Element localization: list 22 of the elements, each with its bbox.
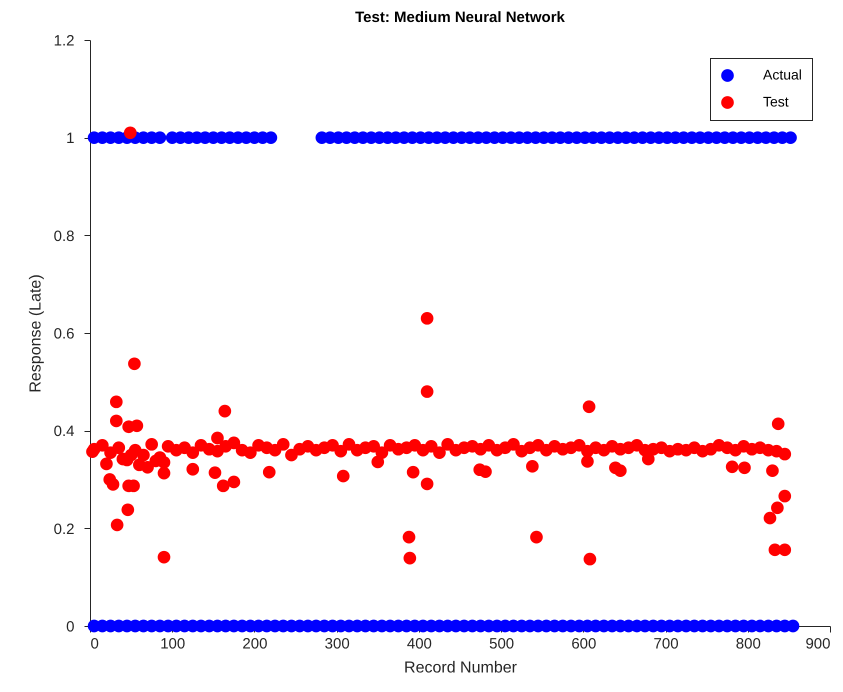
y-tick-label: 0 — [66, 618, 74, 636]
y-tick-label: 0.2 — [54, 520, 74, 538]
x-tick-label: 900 — [805, 636, 830, 652]
y-tick-label: 0.8 — [54, 228, 74, 245]
legend-label: Test — [763, 94, 789, 110]
x-tick-label: 200 — [242, 636, 268, 652]
legend-label: Actual — [763, 66, 802, 82]
y-tick-label: 1 — [66, 130, 74, 148]
y-axis-title: Response (Late) — [28, 274, 45, 393]
x-tick-label: 400 — [406, 636, 432, 652]
chart-title: Test: Medium Neural Network — [355, 9, 566, 26]
x-tick-label: 300 — [324, 636, 350, 652]
x-tick-label: 0 — [90, 636, 99, 652]
x-tick-label: 700 — [654, 636, 679, 652]
x-tick-label: 100 — [160, 636, 186, 652]
x-axis-title: Record Number — [404, 660, 518, 676]
y-tick-label: 0.4 — [54, 423, 74, 440]
x-tick-label: 500 — [489, 636, 514, 652]
y-tick-label: 1.2 — [54, 32, 74, 50]
x-tick-label: 800 — [736, 636, 761, 652]
x-tick-label: 600 — [571, 636, 596, 652]
y-tick-label: 0.6 — [54, 326, 74, 342]
